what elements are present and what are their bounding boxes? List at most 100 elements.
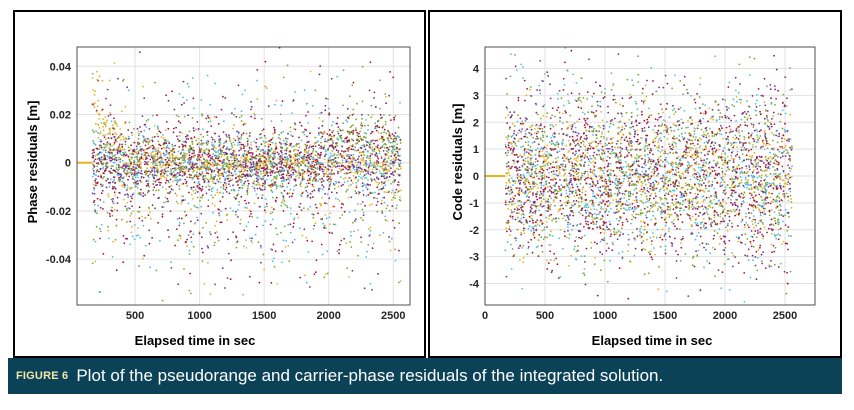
data-point	[342, 69, 345, 72]
data-point	[295, 184, 297, 187]
data-point	[258, 153, 261, 156]
data-point	[381, 145, 384, 148]
data-point	[237, 160, 240, 163]
data-point	[130, 173, 133, 176]
data-point	[217, 123, 220, 125]
data-point	[165, 149, 168, 152]
data-point	[312, 158, 314, 161]
data-point	[362, 214, 365, 217]
data-point	[205, 148, 208, 151]
data-point	[552, 161, 555, 164]
data-point	[100, 144, 103, 147]
data-point	[313, 224, 316, 227]
data-point	[640, 184, 643, 187]
data-point	[201, 247, 203, 250]
data-point	[141, 153, 143, 155]
data-point	[153, 125, 156, 127]
data-point	[239, 187, 242, 189]
data-point	[125, 173, 128, 176]
data-point	[112, 161, 115, 164]
data-point	[371, 114, 374, 116]
data-point	[597, 213, 600, 215]
y-tick-label: -0.02	[46, 206, 71, 218]
data-point	[219, 138, 222, 140]
data-point	[127, 163, 129, 165]
data-point	[376, 197, 379, 200]
data-point	[289, 130, 292, 133]
data-point	[687, 120, 689, 122]
data-point	[159, 184, 161, 187]
data-point	[373, 142, 375, 145]
data-point	[323, 158, 326, 161]
data-point	[139, 193, 142, 195]
data-point	[286, 192, 289, 195]
data-point	[127, 194, 129, 196]
data-point	[328, 107, 330, 110]
data-point	[133, 160, 136, 162]
data-point	[229, 179, 232, 182]
data-point	[648, 197, 651, 200]
data-point	[151, 173, 154, 176]
data-point	[149, 158, 152, 161]
data-point	[337, 150, 340, 152]
data-point	[391, 181, 394, 184]
data-point	[197, 128, 200, 130]
data-point	[131, 176, 134, 178]
data-point	[127, 167, 130, 170]
data-point	[381, 173, 384, 176]
data-point	[159, 162, 161, 164]
data-point	[181, 217, 183, 220]
data-point	[679, 196, 682, 199]
data-point	[106, 144, 108, 146]
data-point	[179, 131, 181, 133]
data-point	[621, 97, 624, 100]
data-point	[351, 138, 353, 141]
data-point	[195, 163, 198, 165]
data-point	[259, 155, 262, 158]
data-point	[350, 148, 353, 151]
data-point	[312, 196, 314, 198]
data-point	[137, 169, 140, 172]
data-point	[267, 158, 270, 161]
data-point	[357, 149, 360, 151]
data-point	[377, 157, 380, 160]
data-point	[106, 141, 109, 144]
data-point	[664, 224, 667, 227]
data-point	[118, 168, 120, 171]
data-point	[222, 184, 225, 186]
data-point	[201, 236, 203, 239]
data-point	[109, 104, 112, 106]
data-point	[367, 194, 370, 196]
data-point	[286, 160, 289, 162]
data-point	[630, 208, 633, 211]
data-point	[307, 140, 310, 143]
data-point	[270, 165, 273, 168]
data-point	[162, 152, 165, 155]
data-point	[155, 174, 158, 177]
data-point	[185, 168, 188, 170]
data-point	[771, 118, 773, 120]
data-point	[98, 151, 101, 154]
data-point	[623, 197, 626, 199]
data-point	[281, 250, 284, 253]
data-point	[207, 153, 210, 155]
data-point	[147, 190, 150, 192]
data-point	[152, 189, 155, 192]
data-point	[603, 152, 606, 155]
data-point	[288, 154, 291, 157]
data-point	[110, 137, 113, 140]
data-point	[128, 121, 131, 124]
data-point	[91, 103, 94, 105]
data-point	[104, 144, 107, 146]
data-point	[373, 163, 375, 166]
data-point	[375, 171, 378, 174]
data-point	[747, 151, 750, 153]
data-point	[156, 170, 159, 173]
data-point	[124, 143, 127, 146]
data-point	[192, 171, 194, 174]
data-point	[352, 139, 355, 142]
data-point	[142, 140, 145, 142]
data-point	[201, 260, 204, 263]
data-point	[226, 219, 229, 222]
data-point	[167, 181, 170, 184]
